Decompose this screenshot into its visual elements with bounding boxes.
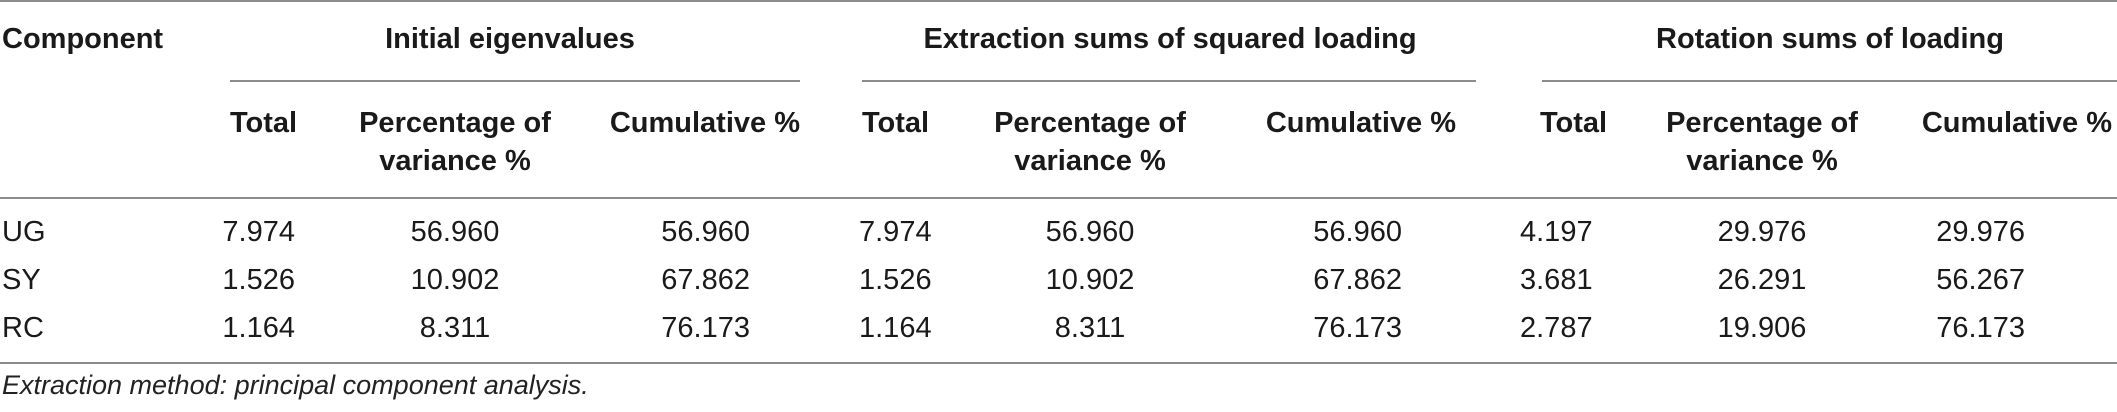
- subheader-percentage-line1: Percentage of: [359, 107, 551, 139]
- table-cell: 4.197: [1520, 216, 1593, 248]
- subheader-cumulative: Cumulative %: [609, 107, 800, 139]
- table-cell: 56.267: [1936, 264, 2025, 296]
- header-bottom-rule: [0, 197, 2117, 199]
- table-cell: 76.173: [661, 312, 750, 344]
- group-header-extraction: Extraction sums of squared loading: [923, 23, 1417, 55]
- subheader-percentage-line2: variance %: [1686, 145, 1838, 177]
- subheader-percentage-line1: Percentage of: [994, 107, 1186, 139]
- table-cell: 56.960: [1313, 216, 1402, 248]
- table-cell: 29.976: [1717, 216, 1807, 248]
- subheader-percentage-line2: variance %: [1014, 145, 1166, 177]
- subheader-cumulative: Cumulative %: [1921, 107, 2112, 139]
- table-cell: 56.960: [661, 216, 750, 248]
- table-cell: 19.906: [1717, 312, 1807, 344]
- body-bottom-rule: [0, 362, 2117, 364]
- subheader-percentage-line2: variance %: [379, 145, 531, 177]
- top-rule: [0, 0, 2117, 2]
- group-rule-initial: [230, 80, 800, 82]
- table-cell: 8.311: [1054, 312, 1126, 344]
- subheader-percentage: Percentage of variance %: [345, 104, 565, 180]
- subheader-percentage: Percentage of variance %: [1652, 104, 1872, 180]
- table-cell: 2.787: [1520, 312, 1593, 344]
- table-cell: 56.960: [1045, 216, 1135, 248]
- group-header-initial: Initial eigenvalues: [385, 23, 635, 55]
- table-cell: 67.862: [661, 264, 750, 296]
- group-header-rotation: Rotation sums of loading: [1656, 23, 2004, 55]
- subheader-cumulative: Cumulative %: [1265, 107, 1456, 139]
- table-cell: 29.976: [1936, 216, 2025, 248]
- table-cell: 1.526: [222, 264, 295, 296]
- table-cell: 76.173: [1936, 312, 2025, 344]
- table-cell: 3.681: [1520, 264, 1593, 296]
- table-cell: 7.974: [859, 216, 932, 248]
- table-cell: 7.974: [222, 216, 295, 248]
- subheader-total: Total: [1540, 107, 1608, 139]
- table-cell: 76.173: [1313, 312, 1402, 344]
- subheader-percentage-line1: Percentage of: [1666, 107, 1858, 139]
- table-cell: 10.902: [410, 264, 500, 296]
- table-cell: 26.291: [1717, 264, 1807, 296]
- table-cell: 1.164: [222, 312, 295, 344]
- table-cell: 56.960: [410, 216, 500, 248]
- component-header: Component: [2, 23, 164, 55]
- subheader-total: Total: [230, 107, 298, 139]
- row-label: UG: [2, 216, 46, 248]
- subheader-percentage: Percentage of variance %: [980, 104, 1200, 180]
- table-cell: 1.164: [859, 312, 932, 344]
- table-cell: 67.862: [1313, 264, 1402, 296]
- group-rule-rotation: [1542, 80, 2117, 82]
- table-footnote: Extraction method: principal component a…: [2, 370, 589, 400]
- group-rule-extraction: [862, 80, 1476, 82]
- table-cell: 8.311: [419, 312, 491, 344]
- table-cell: 10.902: [1045, 264, 1135, 296]
- row-label: SY: [2, 264, 41, 296]
- subheader-total: Total: [862, 107, 930, 139]
- row-label: RC: [2, 312, 44, 344]
- table-cell: 1.526: [859, 264, 932, 296]
